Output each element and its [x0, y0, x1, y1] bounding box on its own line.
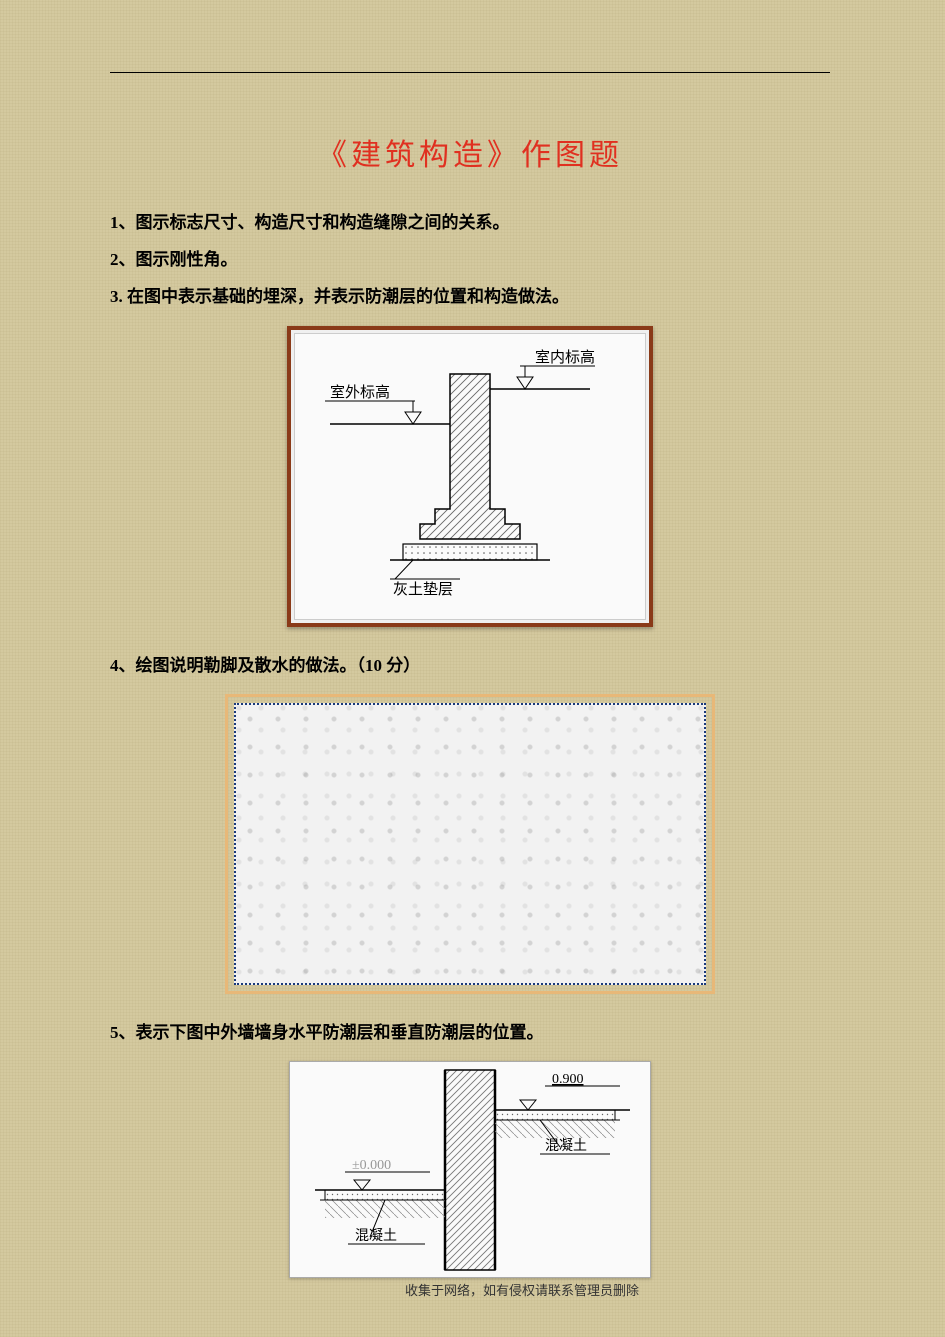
document-body: 《建筑构造》作图题 1、图示标志尺寸、构造尺寸和构造缝隙之间的关系。 2、图示刚… [110, 130, 830, 1303]
footer-note: 收集于网络，如有侵权请联系管理员删除 [405, 1280, 639, 1299]
figure-2 [234, 703, 706, 985]
label-elev-low: ±0.000 [352, 1158, 391, 1173]
label-base: 灰土垫层 [393, 581, 453, 598]
page-title: 《建筑构造》作图题 [110, 130, 830, 174]
question-2: 2、图示刚性角。 [110, 246, 830, 273]
figure-3-wrap: 0.900 混凝土 ±0.000 混凝土 [110, 1061, 830, 1278]
figure-1-wrap: 室内标高 室外标高 灰土垫层 [110, 326, 830, 627]
question-3: 3. 在图中表示基础的埋深，并表示防潮层的位置和构造做法。 [110, 283, 830, 310]
header-rule [110, 72, 830, 73]
question-1: 1、图示标志尺寸、构造尺寸和构造缝隙之间的关系。 [110, 209, 830, 236]
figure-3-svg: 0.900 混凝土 ±0.000 混凝土 [290, 1062, 650, 1272]
label-elev-high: 0.900 [552, 1072, 584, 1087]
figure-2-frame [225, 694, 715, 994]
question-5: 5、表示下图中外墙墙身水平防潮层和垂直防潮层的位置。 [110, 1019, 830, 1046]
label-concrete-left: 混凝土 [355, 1228, 397, 1244]
figure-1: 室内标高 室外标高 灰土垫层 [294, 333, 646, 620]
label-concrete-right: 混凝土 [545, 1138, 587, 1154]
figure-3: 0.900 混凝土 ±0.000 混凝土 [289, 1061, 651, 1278]
figure-1-svg: 室内标高 室外标高 灰土垫层 [295, 334, 645, 614]
figure-1-frame: 室内标高 室外标高 灰土垫层 [287, 326, 653, 627]
question-4: 4、绘图说明勒脚及散水的做法。（10 分） [110, 652, 830, 679]
label-outdoor: 室外标高 [330, 384, 390, 401]
figure-2-wrap [110, 694, 830, 994]
label-indoor: 室内标高 [535, 349, 595, 366]
